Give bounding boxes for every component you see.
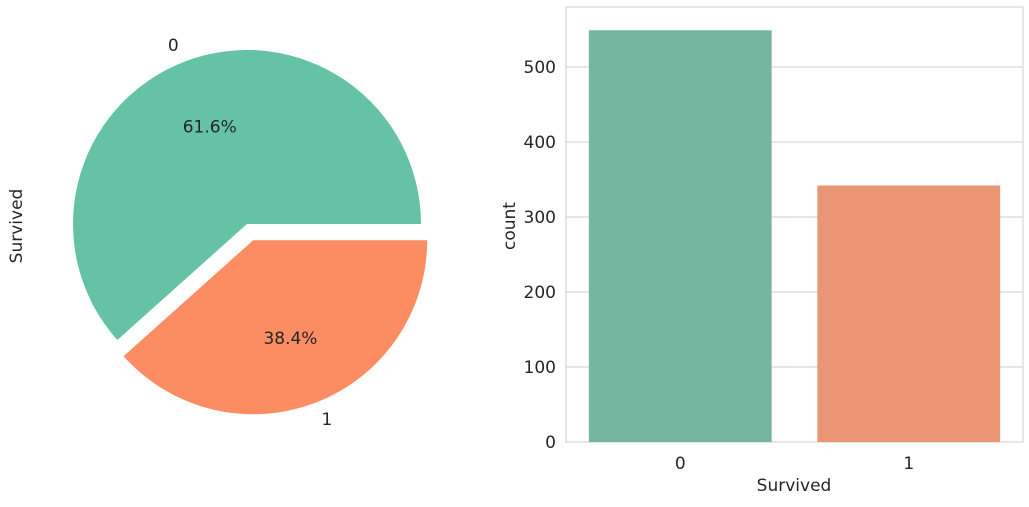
pie-chart: 61.6% 0 38.4% 1 [73,36,428,430]
bar-ylabel: count [500,202,520,250]
pie-slice-1 [123,240,428,415]
bar-x-tick-label: 1 [903,454,914,474]
bar-y-tick-label: 400 [524,133,556,153]
bar-xlabel: Survived [757,476,832,496]
bar-y-tick-label: 200 [524,283,556,303]
pie-label-1: 1 [322,410,333,430]
pie-pct-label-0: 61.6% [183,117,237,137]
pie-pct-label-1: 38.4% [263,329,317,349]
bar-x-tick-label: 0 [675,454,686,474]
pie-label-0: 0 [168,36,179,56]
pie-slice-0 [73,50,421,341]
bar-0 [588,30,772,442]
bar-y-tick-label: 0 [545,433,556,453]
pie-ylabel: Survived [7,189,27,264]
bar-bars [588,30,1001,442]
bar-y-tick-label: 300 [524,208,556,228]
bar-y-tick-label: 100 [524,358,556,378]
bar-y-tick-label: 500 [524,58,556,78]
bar-1 [817,185,1001,442]
bar-y-tick-labels: 0 100 200 300 400 500 [524,58,556,453]
